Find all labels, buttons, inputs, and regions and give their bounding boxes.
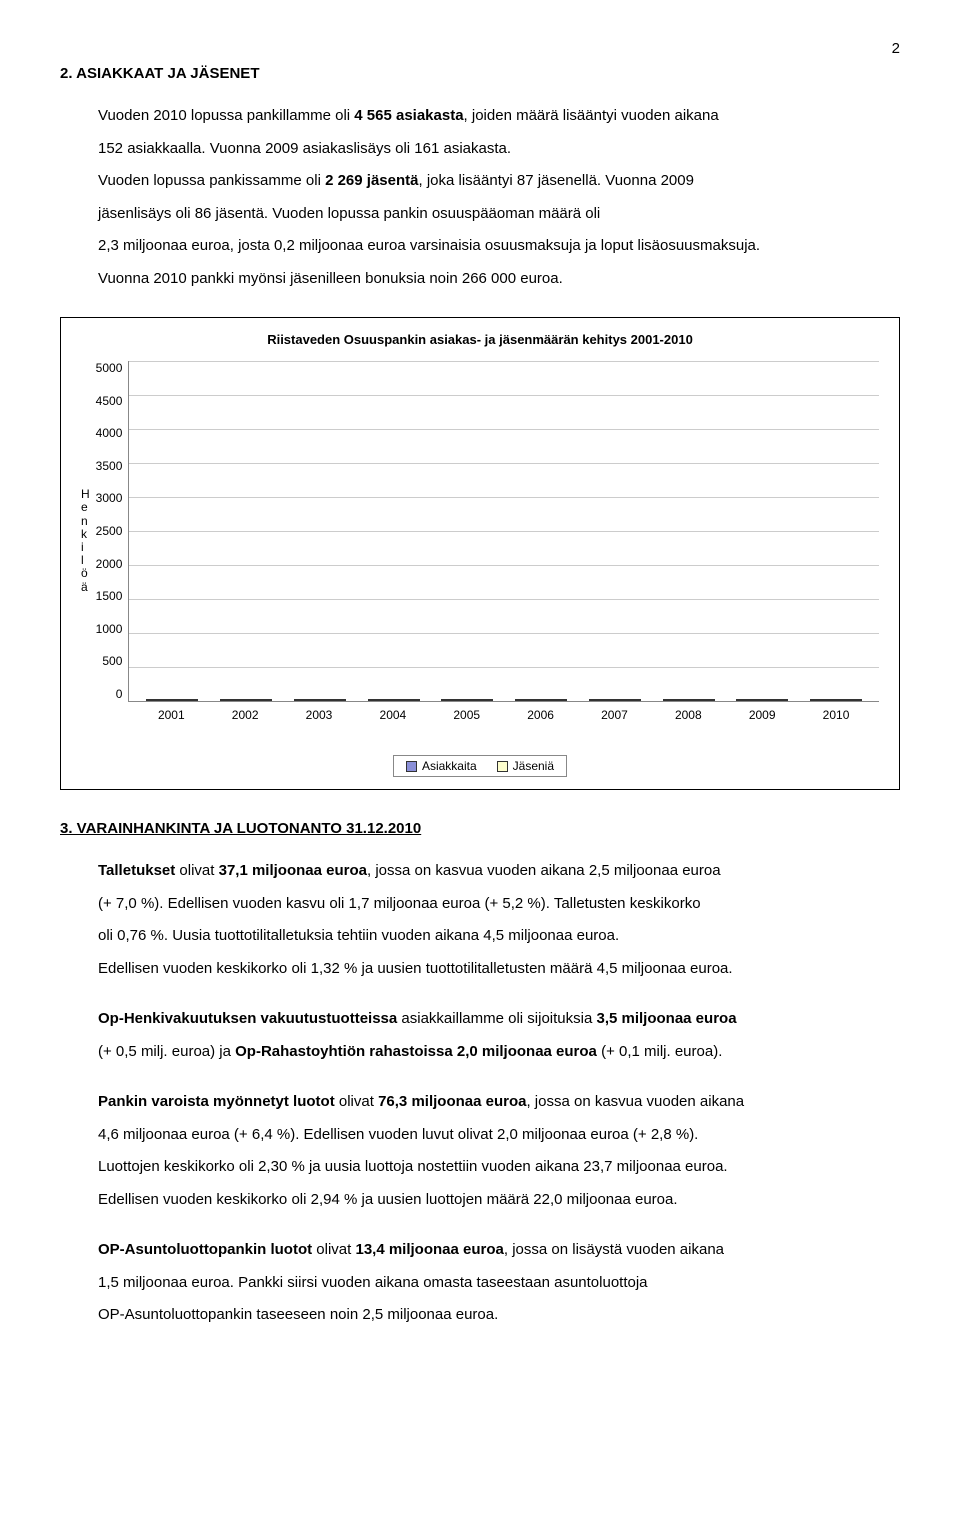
- bar: [294, 699, 320, 701]
- chart-title: Riistaveden Osuuspankin asiakas- ja jäse…: [81, 332, 879, 347]
- bar-group: [655, 699, 721, 701]
- bar: [615, 699, 641, 701]
- bar: [810, 699, 836, 701]
- s2-p2: 152 asiakkaalla. Vuonna 2009 asiakaslisä…: [98, 135, 900, 164]
- bar-group: [729, 699, 795, 701]
- bar: [589, 699, 615, 701]
- bar-group: [508, 699, 574, 701]
- chart-ylabel: Henkilöä: [81, 341, 90, 741]
- chart-plot: [128, 361, 879, 702]
- bar: [320, 699, 346, 701]
- s3-p1: Talletukset olivat 37,1 miljoonaa euroa,…: [98, 857, 900, 886]
- section3-heading: 3. VARAINHANKINTA JA LUOTONANTO 31.12.20…: [60, 820, 900, 837]
- bar-group: [139, 699, 205, 701]
- s3-p6: (+ 0,5 milj. euroa) ja Op-Rahastoyhtiön …: [98, 1038, 900, 1067]
- s3-p4: Edellisen vuoden keskikorko oli 1,32 % j…: [98, 955, 900, 984]
- bar: [541, 699, 567, 701]
- bar: [663, 699, 689, 701]
- s2-p6: Vuonna 2010 pankki myönsi jäsenilleen bo…: [98, 265, 900, 294]
- bar: [394, 699, 420, 701]
- section2-heading: 2. ASIAKKAAT JA JÄSENET: [60, 65, 900, 82]
- bar: [515, 699, 541, 701]
- bar-group: [434, 699, 500, 701]
- chart-legend: Asiakkaita Jäseniä: [393, 755, 567, 777]
- bar: [172, 699, 198, 701]
- bar: [441, 699, 467, 701]
- bar: [836, 699, 862, 701]
- bar-group: [213, 699, 279, 701]
- bar: [220, 699, 246, 701]
- bar: [736, 699, 762, 701]
- s3-p2: (+ 7,0 %). Edellisen vuoden kasvu oli 1,…: [98, 890, 900, 919]
- s3-p3: oli 0,76 %. Uusia tuottotilitalletuksia …: [98, 922, 900, 951]
- bar: [246, 699, 272, 701]
- chart-container: Riistaveden Osuuspankin asiakas- ja jäse…: [60, 317, 900, 790]
- bar-group: [287, 699, 353, 701]
- s3-p10: Edellisen vuoden keskikorko oli 2,94 % j…: [98, 1186, 900, 1215]
- s3-p7: Pankin varoista myönnetyt luotot olivat …: [98, 1088, 900, 1117]
- s2-p4: jäsenlisäys oli 86 jäsentä. Vuoden lopus…: [98, 200, 900, 229]
- s3-p9: Luottojen keskikorko oli 2,30 % ja uusia…: [98, 1153, 900, 1182]
- s3-p5: Op-Henkivakuutuksen vakuutustuotteissa a…: [98, 1005, 900, 1034]
- s3-p8: 4,6 miljoonaa euroa (+ 6,4 %). Edellisen…: [98, 1121, 900, 1150]
- chart-yticks: 5000450040003500300025002000150010005000: [96, 361, 129, 701]
- bar-group: [360, 699, 426, 701]
- bar: [467, 699, 493, 701]
- s3-p12: 1,5 miljoonaa euroa. Pankki siirsi vuode…: [98, 1269, 900, 1298]
- legend-item: Jäseniä: [497, 759, 554, 773]
- bar-group: [582, 699, 648, 701]
- bar-group: [803, 699, 869, 701]
- s2-p5: 2,3 miljoonaa euroa, josta 0,2 miljoonaa…: [98, 232, 900, 261]
- bar: [368, 699, 394, 701]
- bar: [762, 699, 788, 701]
- s2-p3: Vuoden lopussa pankissamme oli 2 269 jäs…: [98, 167, 900, 196]
- s3-p13: OP-Asuntoluottopankin taseeseen noin 2,5…: [98, 1301, 900, 1330]
- chart-xlabels: 2001200220032004200520062007200820092010: [128, 708, 879, 722]
- bar: [146, 699, 172, 701]
- legend-item: Asiakkaita: [406, 759, 477, 773]
- bar: [689, 699, 715, 701]
- s2-p1: Vuoden 2010 lopussa pankillamme oli 4 56…: [98, 102, 900, 131]
- s3-p11: OP-Asuntoluottopankin luotot olivat 13,4…: [98, 1236, 900, 1265]
- page-number: 2: [60, 40, 900, 57]
